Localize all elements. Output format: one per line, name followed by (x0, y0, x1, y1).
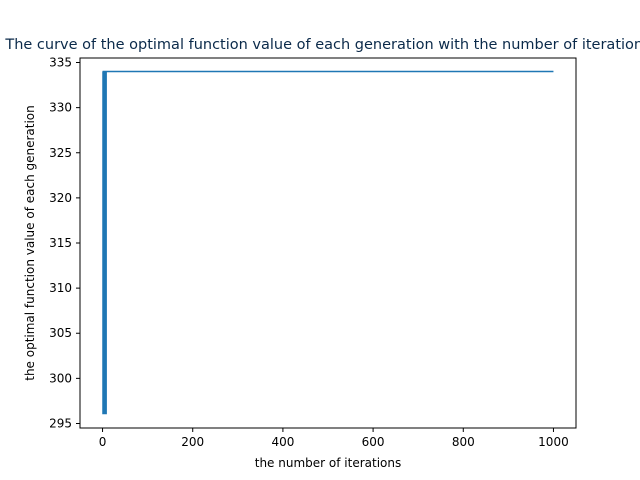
y-axis-label: the optimal function value of each gener… (23, 105, 37, 381)
y-tick-label: 330 (49, 101, 72, 115)
y-tick-label: 310 (49, 281, 72, 295)
x-tick-label: 600 (362, 435, 385, 449)
chart-title: The curve of the optimal function value … (4, 37, 640, 53)
y-tick-label: 325 (49, 146, 72, 160)
y-tick-label: 320 (49, 191, 72, 205)
x-tick-label: 0 (99, 435, 107, 449)
x-tick-label: 1000 (538, 435, 569, 449)
x-tick-label: 200 (181, 435, 204, 449)
y-tick-label: 305 (49, 326, 72, 340)
series-layer (102, 70, 554, 415)
y-tick-label: 315 (49, 236, 72, 250)
x-axis-label: the number of iterations (255, 456, 401, 470)
x-tick-label: 800 (452, 435, 475, 449)
y-tick-label: 335 (49, 56, 72, 70)
y-tick-label: 300 (49, 371, 72, 385)
x-tick-label: 400 (271, 435, 294, 449)
y-tick-label: 295 (49, 416, 72, 430)
y-axis-ticks: 295 300 305 310 315 320 325 330 335 (49, 56, 80, 430)
x-axis-ticks: 0 200 400 600 800 1000 (99, 428, 569, 449)
series-line-0 (102, 70, 554, 415)
